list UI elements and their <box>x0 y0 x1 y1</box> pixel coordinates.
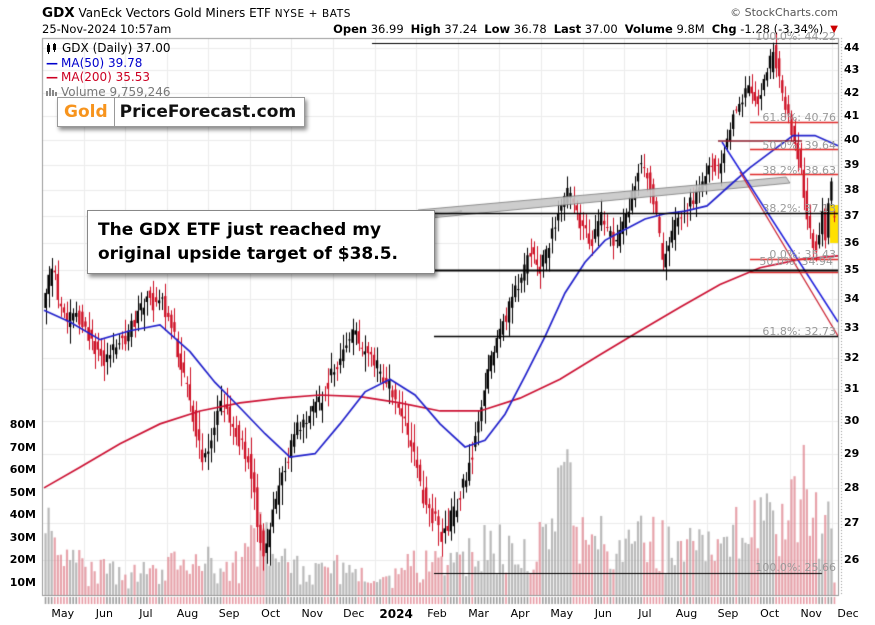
fib-label: 50.0%: 34.94 <box>759 255 833 268</box>
last-label: Last <box>553 22 582 36</box>
legend-symbol: GDX (Daily) 37.00 <box>62 41 171 55</box>
month-label: Jun <box>594 607 612 620</box>
volume-axis-label: 30M <box>9 530 36 544</box>
low-value: 36.78 <box>513 22 547 36</box>
price-axis-label: 36 <box>844 236 860 250</box>
month-label: 2024 <box>379 607 413 621</box>
price-axis-label: 31 <box>844 381 860 395</box>
fib-label: 50.0%: 39.64 <box>762 139 836 152</box>
chart-legend: GDX (Daily) 37.00 — MA(50) 39.78 — MA(200)… <box>46 41 171 99</box>
month-label: Feb <box>427 607 447 620</box>
watermark-domain: PriceForecast.com <box>119 102 297 122</box>
price-axis-label: 35 <box>844 263 860 277</box>
month-label: Oct <box>760 607 780 620</box>
legend-ma200: MA(200) 35.53 <box>61 70 150 84</box>
month-label: Sep <box>717 607 739 620</box>
fib-label: 0.0%: 35.43 <box>769 248 836 261</box>
fib-label: 61.8%: 32.73 <box>762 325 836 338</box>
annotation-callout: The GDX ETF just reached my original ups… <box>87 210 435 274</box>
quote-bar: Open 36.99 High 37.24 Low 36.78 Last 37.… <box>333 22 838 36</box>
month-label: Aug <box>176 607 199 620</box>
legend-ma50: MA(50) 39.78 <box>61 55 143 70</box>
last-value: 37.00 <box>584 22 618 36</box>
month-label: May <box>51 607 75 620</box>
month-label: Nov <box>301 607 323 620</box>
volume-axis-label: 80M <box>9 418 36 431</box>
volume-axis-label: 50M <box>9 485 36 499</box>
fib-label: 100.0%: 25.66 <box>755 561 836 574</box>
high-value: 37.24 <box>444 22 478 36</box>
symbol-title: GDX <box>42 5 75 21</box>
ma200-line-swatch: — <box>46 70 58 84</box>
symbol-name: VanEck Vectors Gold Miners ETF <box>78 6 271 20</box>
header-line1: GDX VanEck Vectors Gold Miners ETF NYSE … <box>42 5 351 21</box>
price-axis-label: 43 <box>844 62 860 76</box>
price-axis-label: 40 <box>844 133 860 147</box>
volume-axis-label: 70M <box>9 440 36 454</box>
watermark-brand: Gold <box>58 98 115 126</box>
month-label: Apr <box>510 607 530 620</box>
fib-label: 61.8%: 40.76 <box>762 111 836 124</box>
annotation-line2: original upside target of $38.5. <box>98 244 398 264</box>
month-label: Sep <box>218 607 240 620</box>
candlestick-chart-type-icon <box>47 42 56 54</box>
month-label: Jul <box>139 607 153 620</box>
volume-axis-label: 60M <box>9 463 36 476</box>
price-axis-label: 30 <box>844 413 860 427</box>
ma50-line-swatch: — <box>46 55 58 70</box>
month-label: Dec <box>837 607 859 620</box>
chg-value: -1.28 (-3.34%) <box>740 22 824 36</box>
price-axis-label: 33 <box>844 320 860 334</box>
price-axis-label: 29 <box>844 446 860 460</box>
price-axis-label: 37 <box>844 209 860 223</box>
month-label: May <box>550 607 574 620</box>
price-axis-label: 38 <box>844 183 860 197</box>
symbol-exchange: NYSE + BATS <box>274 8 352 20</box>
volume-value: 9.8M <box>676 22 705 36</box>
price-axis-label: 44 <box>844 40 860 54</box>
chg-label: Chg <box>711 22 737 36</box>
month-label: Mar <box>468 607 489 620</box>
price-axis-label: 27 <box>844 516 860 530</box>
open-value: 36.99 <box>370 22 404 36</box>
low-label: Low <box>484 22 511 36</box>
fib-label: 38.2%: 38.63 <box>762 164 836 177</box>
chart-datetime: 25-Nov-2024 10:57am <box>42 22 172 36</box>
price-axis-label: 34 <box>844 291 860 305</box>
month-label: Aug <box>675 607 698 620</box>
volume-axis-label: 20M <box>9 553 36 566</box>
month-label: Jun <box>95 607 113 620</box>
month-label: Nov <box>800 607 822 620</box>
price-axis-label: 41 <box>844 109 860 123</box>
stockcharts-credit-link[interactable]: © StockCharts.com <box>730 6 838 19</box>
volume-axis-label: 10M <box>9 575 36 589</box>
fib-label: 38.2%: 37.13 <box>762 202 836 215</box>
month-label: Oct <box>261 607 281 620</box>
volume-label: Volume <box>624 22 673 36</box>
fib-label: 100.0%: 44.22 <box>755 30 836 43</box>
volume-bars-icon <box>46 88 57 97</box>
volume-axis-label: 40M <box>9 508 36 521</box>
legend-volume: Volume 9,759,246 <box>61 84 171 99</box>
month-label: Jul <box>638 607 652 620</box>
high-label: High <box>410 22 441 36</box>
price-axis-label: 32 <box>844 350 860 364</box>
month-label: Dec <box>343 607 365 620</box>
chg-down-arrow-icon: ▼ <box>830 23 838 35</box>
price-axis-label: 28 <box>844 480 860 494</box>
price-axis-label: 26 <box>844 553 860 567</box>
annotation-line1: The GDX ETF just reached my <box>98 220 382 240</box>
price-axis-label: 39 <box>844 158 860 172</box>
open-label: Open <box>333 22 368 36</box>
goldpriceforecast-watermark: Gold PriceForecast.com <box>57 97 306 127</box>
price-axis-label: 42 <box>844 85 860 99</box>
